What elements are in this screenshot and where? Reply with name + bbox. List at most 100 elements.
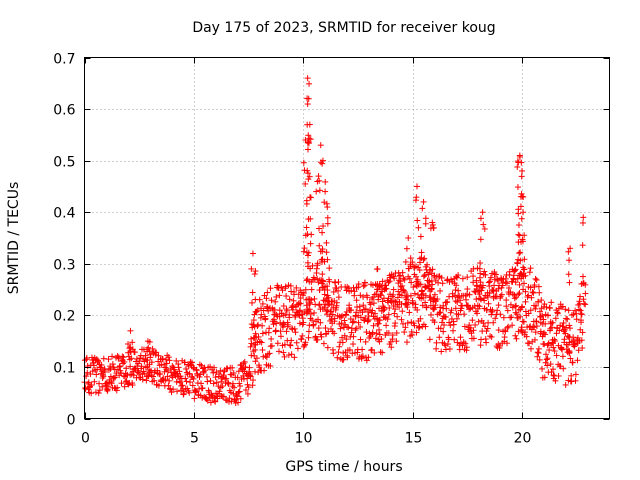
data-point	[512, 266, 519, 273]
data-point	[316, 187, 323, 194]
data-point	[285, 352, 292, 359]
data-point	[561, 336, 568, 343]
data-point	[99, 383, 106, 390]
data-point	[405, 265, 412, 272]
data-point	[353, 325, 360, 332]
data-point	[281, 353, 288, 360]
data-point	[334, 354, 341, 361]
data-point	[217, 367, 224, 374]
data-point	[85, 379, 92, 386]
data-point	[466, 306, 473, 313]
data-point	[304, 146, 311, 153]
data-point	[254, 307, 261, 314]
data-point	[518, 215, 525, 222]
data-point	[437, 287, 444, 294]
data-point	[513, 335, 520, 342]
data-point	[400, 275, 407, 282]
data-point	[204, 378, 211, 385]
data-point	[297, 300, 304, 307]
data-point	[410, 284, 417, 291]
data-point	[531, 336, 538, 343]
data-point	[581, 300, 588, 307]
data-point	[314, 316, 321, 323]
data-point	[331, 315, 338, 322]
data-point	[273, 293, 280, 300]
data-point	[504, 280, 511, 287]
data-point	[521, 232, 528, 239]
data-point	[375, 320, 382, 327]
data-point	[461, 311, 468, 318]
data-point	[344, 354, 351, 361]
data-point	[316, 242, 323, 249]
data-point	[543, 304, 550, 311]
data-point	[451, 336, 458, 343]
data-point	[359, 353, 366, 360]
data-point	[455, 272, 462, 279]
data-point	[322, 325, 329, 332]
data-point	[563, 315, 570, 322]
data-point	[320, 340, 327, 347]
data-point	[144, 373, 151, 380]
data-point	[520, 280, 527, 287]
data-point	[95, 390, 102, 397]
data-point	[100, 373, 107, 380]
data-point	[578, 310, 585, 317]
data-point	[443, 305, 450, 312]
data-point	[109, 353, 116, 360]
data-point	[371, 349, 378, 356]
data-point	[250, 377, 257, 384]
data-point	[494, 277, 501, 284]
data-point	[223, 375, 230, 382]
x-axis-label: GPS time / hours	[285, 459, 402, 475]
data-point	[457, 334, 464, 341]
data-point	[535, 283, 542, 290]
data-point	[551, 348, 558, 355]
data-point	[534, 349, 541, 356]
data-point	[386, 304, 393, 311]
data-point	[544, 362, 551, 369]
data-point	[577, 307, 584, 314]
data-point	[526, 269, 533, 276]
data-point	[570, 311, 577, 318]
data-point	[552, 377, 559, 384]
data-point	[440, 322, 447, 329]
data-point	[568, 372, 575, 379]
data-point	[526, 340, 533, 347]
data-point	[316, 225, 323, 232]
data-point	[572, 377, 579, 384]
data-point	[369, 307, 376, 314]
data-point	[236, 380, 243, 387]
data-point	[291, 325, 298, 332]
data-point	[448, 307, 455, 314]
data-point	[360, 302, 367, 309]
data-point	[460, 339, 467, 346]
data-point	[515, 210, 522, 217]
data-point	[572, 307, 579, 314]
data-point	[313, 188, 320, 195]
data-point	[517, 270, 524, 277]
data-point	[399, 308, 406, 315]
data-point	[177, 373, 184, 380]
data-point	[277, 333, 284, 340]
data-point	[317, 142, 324, 149]
data-point	[298, 336, 305, 343]
data-point	[319, 256, 326, 263]
data-point	[118, 380, 125, 387]
data-point	[532, 305, 539, 312]
data-point	[485, 319, 492, 326]
data-point	[459, 302, 466, 309]
data-point	[537, 313, 544, 320]
data-point	[293, 339, 300, 346]
data-point	[580, 296, 587, 303]
data-point	[582, 301, 589, 308]
x-tick-label: 0	[81, 431, 90, 447]
data-point	[253, 355, 260, 362]
data-point	[478, 296, 485, 303]
data-point	[406, 309, 413, 316]
data-point	[166, 357, 173, 364]
data-point	[465, 302, 472, 309]
data-point	[258, 339, 265, 346]
data-point	[393, 329, 400, 336]
data-point	[204, 397, 211, 404]
data-point	[123, 365, 130, 372]
